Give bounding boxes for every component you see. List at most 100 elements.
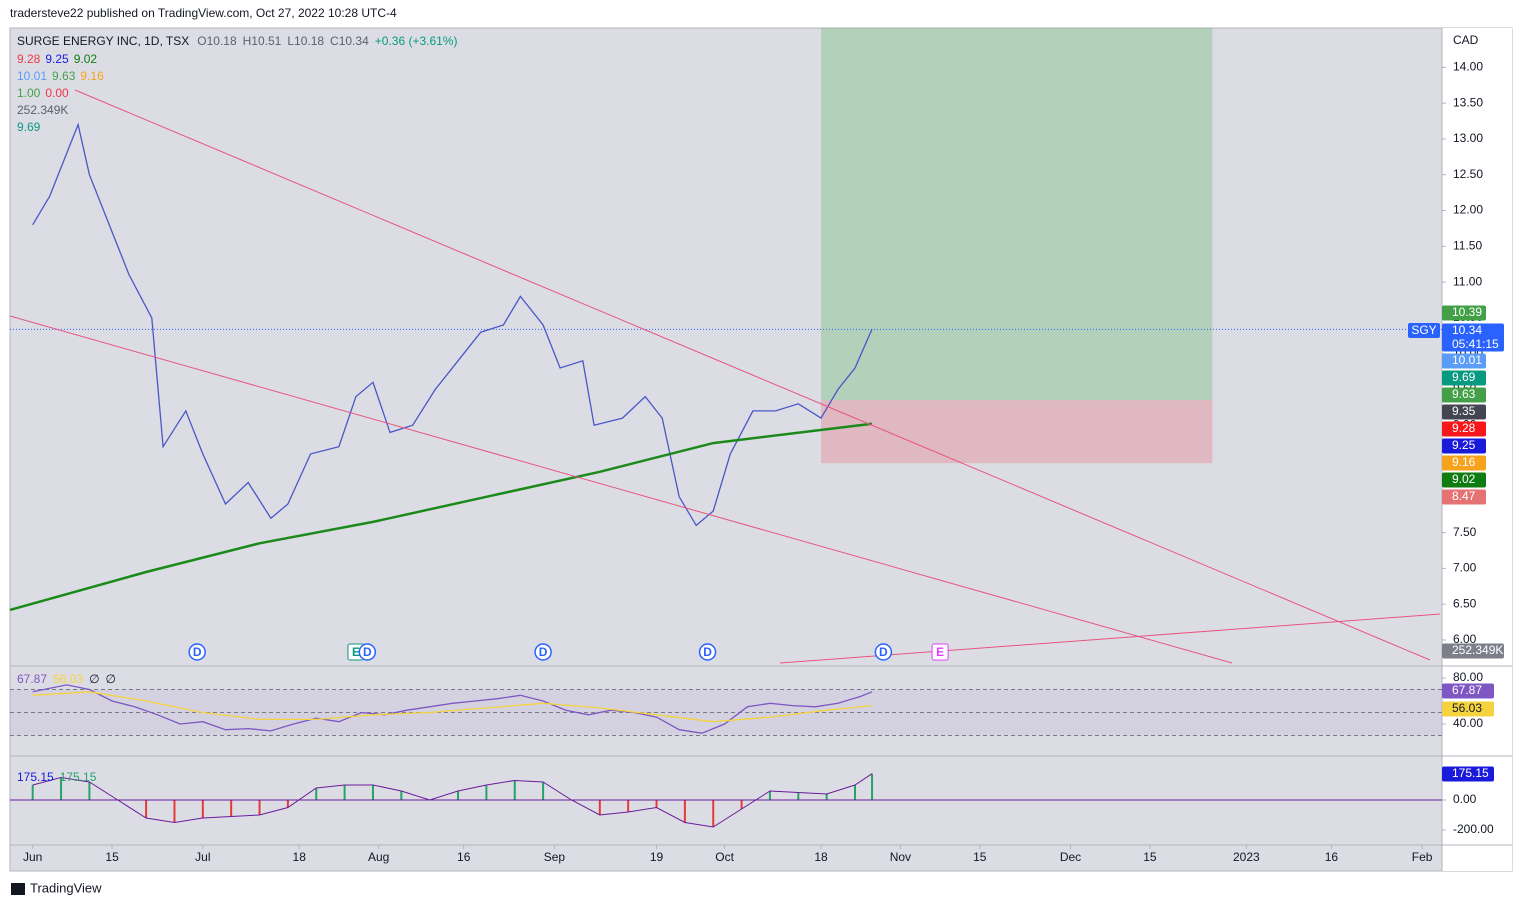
legend-value: 252.349K xyxy=(17,103,68,117)
series-line xyxy=(9,422,873,612)
event-label: E xyxy=(936,645,944,659)
y-tick-label: 13.00 xyxy=(1453,131,1483,145)
x-tick-label: 18 xyxy=(814,850,828,864)
price-label: 175.15 xyxy=(1452,766,1489,780)
legend-value: 9.28 xyxy=(17,52,41,66)
price-label: 10.01 xyxy=(1452,353,1482,367)
ohlc: H10.51 xyxy=(243,34,282,48)
series-line xyxy=(32,691,873,723)
price-label-bg xyxy=(1442,643,1504,659)
price-label-bg xyxy=(1442,323,1504,352)
publisher: tradersteve22 published on TradingView.c… xyxy=(10,6,397,20)
event-label: D xyxy=(879,645,888,659)
event-label: E xyxy=(352,645,360,659)
x-tick-label: 18 xyxy=(293,850,307,864)
x-tick-label: Oct xyxy=(715,850,734,864)
x-tick-label: 15 xyxy=(973,850,987,864)
event-marker xyxy=(188,643,206,661)
brand: TradingView xyxy=(30,880,102,895)
series-line xyxy=(32,122,873,527)
y-tick-label: -200.00 xyxy=(1453,822,1494,836)
ohlc: L10.18 xyxy=(287,34,324,48)
series-line xyxy=(32,684,873,734)
x-tick-label: Jul xyxy=(195,850,210,864)
price-label-bg xyxy=(1442,387,1486,403)
price-label: 9.02 xyxy=(1452,472,1476,486)
price-label: 10.39 xyxy=(1452,305,1482,319)
price-label: 9.28 xyxy=(1452,421,1476,435)
y-tick-label: 40.00 xyxy=(1453,716,1483,730)
x-tick-label: Aug xyxy=(368,850,389,864)
y-tick-label: 7.00 xyxy=(1453,561,1477,575)
pane-legend: ∅ xyxy=(89,672,99,686)
ohlc: +0.36 (+3.61%) xyxy=(375,34,458,48)
x-tick-label: Feb xyxy=(1412,850,1433,864)
legend-value: 1.00 xyxy=(17,86,41,100)
price-label-bg xyxy=(1442,472,1486,488)
price-label-bg xyxy=(1442,489,1486,505)
price-label-bg xyxy=(1442,701,1494,717)
legend-value: 9.02 xyxy=(74,52,98,66)
pane-legend: 67.87 xyxy=(17,672,47,686)
currency: CAD xyxy=(1453,33,1479,47)
legend-value: 9.69 xyxy=(17,120,41,134)
price-label-bg xyxy=(1442,766,1494,782)
event-label: D xyxy=(193,645,202,659)
price-label-bg xyxy=(1442,353,1486,369)
x-tick-label: Dec xyxy=(1060,850,1081,864)
legend-value: 0.00 xyxy=(45,86,69,100)
y-tick-label: 6.50 xyxy=(1453,596,1477,610)
y-tick-label: 12.50 xyxy=(1453,167,1483,181)
ohlc: O10.18 xyxy=(197,34,237,48)
price-label-bg xyxy=(1442,421,1486,437)
x-tick-label: 16 xyxy=(457,850,471,864)
event-marker xyxy=(358,643,377,661)
x-tick-label: Sep xyxy=(544,850,566,864)
event-marker xyxy=(698,643,717,661)
legend-value: 10.01 xyxy=(17,69,47,83)
price-label-bg xyxy=(1442,370,1486,386)
price-label-bg xyxy=(1442,438,1486,454)
price-label: 10.34 xyxy=(1452,323,1482,337)
y-tick-label: 13.50 xyxy=(1453,95,1483,109)
countdown: 05:41:15 xyxy=(1452,337,1499,351)
legend-value: 9.63 xyxy=(52,69,76,83)
price-label: 9.69 xyxy=(1452,370,1476,384)
event-label: D xyxy=(363,645,372,659)
chart-bg xyxy=(9,27,1513,872)
pane-legend: 56.03 xyxy=(53,672,83,686)
y-tick-label: 11.50 xyxy=(1453,238,1482,252)
ticker: SGY xyxy=(1411,323,1436,337)
macd-line xyxy=(32,773,873,828)
x-tick-label: Jun xyxy=(23,850,42,864)
position-target xyxy=(820,28,1213,401)
price-label: 56.03 xyxy=(1452,701,1482,715)
ohlc: C10.34 xyxy=(330,34,369,48)
y-tick-label: 12.00 xyxy=(1453,203,1483,217)
trendline xyxy=(74,89,1431,661)
price-label: 67.87 xyxy=(1452,683,1482,697)
y-tick-label: 0.00 xyxy=(1453,792,1477,806)
x-tick-label: 16 xyxy=(1325,850,1339,864)
price-label-bg xyxy=(1442,455,1486,471)
y-tick-label: 14.00 xyxy=(1453,60,1483,74)
pane-legend: ∅ xyxy=(106,672,116,686)
brand-logo xyxy=(11,883,25,895)
x-tick-label: 19 xyxy=(650,850,664,864)
event-label: D xyxy=(703,645,712,659)
price-label: 9.35 xyxy=(1452,404,1476,418)
price-label-bg xyxy=(1442,305,1486,321)
x-tick-label: 15 xyxy=(1143,850,1157,864)
price-label-bg xyxy=(1442,404,1486,420)
pane-legend: 175.15 xyxy=(17,770,54,784)
price-label: 9.25 xyxy=(1452,438,1476,452)
y-tick-label: 80.00 xyxy=(1453,670,1483,684)
event-marker xyxy=(874,643,893,661)
symbol: SURGE ENERGY INC, 1D, TSX xyxy=(17,34,189,48)
price-label: 9.16 xyxy=(1452,455,1476,469)
x-tick-label: 15 xyxy=(105,850,119,864)
position-stop xyxy=(820,400,1213,464)
y-tick-label: 11.00 xyxy=(1453,274,1482,288)
price-label: 9.63 xyxy=(1452,387,1476,401)
